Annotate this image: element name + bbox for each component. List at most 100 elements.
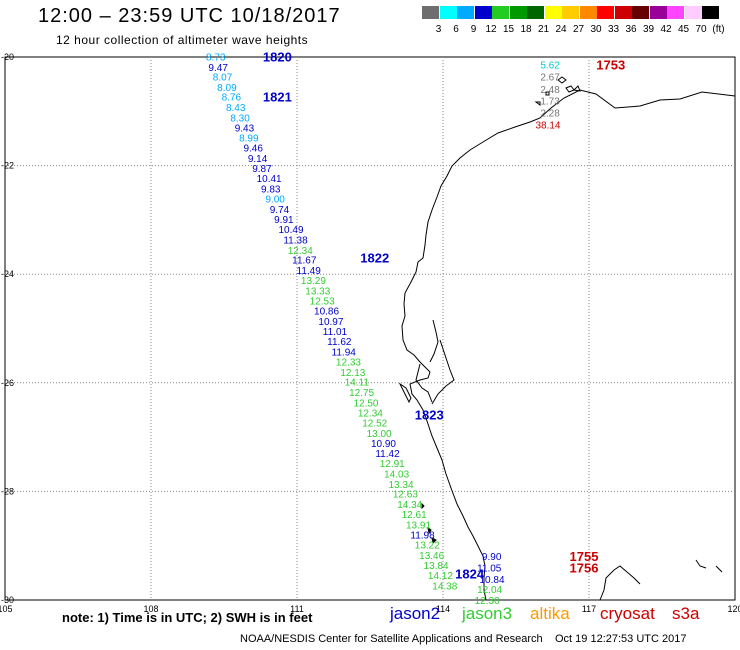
legend-swatch — [614, 6, 632, 19]
longitude-tick-label: 108 — [143, 604, 158, 614]
satellite-cryosat: cryosat — [600, 604, 655, 623]
legend-swatch — [492, 6, 509, 19]
generated-timestamp: Oct 19 12:27:53 UTC 2017 — [555, 633, 687, 645]
wave-height-value: 2.28 — [540, 108, 560, 119]
footer-note: note: 1) Time is in UTC; 2) SWH is in fe… — [62, 610, 313, 625]
wave-height-value: 9.46 — [243, 144, 263, 155]
legend-label: 9 — [470, 24, 477, 35]
wave-height-value: 13.34 — [388, 480, 413, 491]
pass-time-label: 1755 — [570, 549, 599, 564]
longitude-tick-label: 114 — [436, 604, 450, 614]
latitude-tick-label: -22 — [1, 161, 14, 171]
wave-height-value: 10.84 — [480, 575, 505, 586]
latitude-tick-label: -28 — [1, 486, 14, 496]
legend-label: (ft) — [712, 24, 725, 35]
wave-height-value: 8.76 — [222, 93, 242, 104]
wave-height-value: 13.22 — [415, 541, 440, 552]
satellite-jason3: jason3 — [462, 604, 513, 623]
wave-height-value: 8.09 — [217, 83, 237, 94]
legend-label: 39 — [642, 24, 655, 35]
wave-height-labels: 8.739.478.078.098.768.438.309.438.999.46… — [206, 49, 625, 607]
wave-height-value: 13.33 — [305, 286, 330, 297]
legend-label: 36 — [625, 24, 637, 35]
legend-label: 70 — [695, 24, 707, 35]
wave-height-value: 12.63 — [393, 490, 418, 501]
longitude-tick-label: 117 — [582, 604, 596, 614]
map-frame — [4, 56, 736, 601]
wave-height-value: 2.67 — [540, 73, 560, 84]
wave-height-value: 13.29 — [301, 276, 326, 287]
wave-height-value: 12.13 — [340, 368, 365, 379]
wave-height-value: 8.73 — [206, 52, 226, 63]
legend-label: 33 — [607, 24, 620, 35]
latitude-tick-label: -26 — [1, 378, 14, 388]
wave-height-value: 11.49 — [297, 266, 322, 277]
satellite-altika: altika — [530, 604, 570, 623]
map-title: 12:00 – 23:59 UTC 10/18/2017 — [38, 5, 341, 27]
pass-time-label: 1753 — [596, 58, 625, 73]
wave-height-value: 9.90 — [482, 552, 502, 563]
legend-swatch — [702, 6, 719, 19]
longitude-tick-label: 120 — [727, 604, 740, 614]
legend-swatch — [527, 6, 544, 19]
dirk-hartog-island — [398, 382, 412, 404]
wave-height-value: 10.97 — [318, 317, 343, 328]
wave-height-value: 9.43 — [235, 124, 255, 135]
wave-height-value: 9.14 — [248, 154, 268, 165]
legend-swatch — [439, 6, 457, 19]
legend-swatch — [509, 6, 527, 19]
pass-time-label: 1820 — [263, 49, 292, 64]
pass-time-label: 1823 — [415, 407, 444, 422]
wave-height-value: 12.52 — [362, 418, 387, 429]
axis-tick-labels: 105 108 111 114 117 120 -20 -22 -24 -26 -28 -30 — [0, 52, 740, 614]
credit-line: NOAA/NESDIS Center for Satellite Applica… — [240, 633, 543, 645]
longitude-tick-label: 111 — [290, 604, 304, 614]
legend-swatch — [562, 6, 579, 19]
wave-height-value: 14.11 — [345, 378, 370, 389]
legend-label: 3 — [435, 24, 442, 35]
latitude-tick-label: -30 — [1, 595, 14, 605]
pass-time-label: 1824 — [455, 566, 485, 581]
legend-label: 30 — [590, 24, 602, 35]
wave-height-value: 12.61 — [402, 510, 427, 521]
legend-label: 21 — [537, 24, 550, 35]
pass-time-label: 1821 — [263, 90, 292, 105]
south-coast — [599, 559, 723, 601]
wave-height-value: 12.91 — [380, 459, 405, 470]
wave-height-value: 11.62 — [327, 337, 352, 348]
wave-height-value: 14.38 — [432, 581, 457, 592]
legend-swatch — [457, 6, 474, 19]
satellite-s3a: s3a — [672, 604, 700, 623]
legend-swatch — [649, 6, 667, 19]
legend-label: 27 — [572, 24, 585, 35]
pass-time-label: 1822 — [360, 250, 389, 265]
wave-height-value: 12.50 — [353, 398, 378, 409]
wave-height-value: 9.87 — [252, 164, 272, 175]
legend-label: 12 — [485, 24, 497, 35]
wave-height-value: 10.41 — [257, 174, 282, 185]
longitude-tick-label: 105 — [0, 604, 13, 614]
wave-height-value: 9.74 — [270, 205, 290, 216]
wave-height-value: 12.34 — [358, 409, 383, 420]
wave-height-value: 1.73 — [540, 96, 560, 107]
legend-label: 6 — [453, 24, 459, 35]
wave-height-value: 10.90 — [371, 439, 396, 450]
wave-height-value: 10.86 — [314, 307, 339, 318]
latitude-tick-label: -24 — [1, 269, 14, 279]
wave-height-value: 14.03 — [384, 469, 409, 480]
wave-height-value: 12.04 — [477, 585, 502, 596]
wave-height-value: 13.00 — [367, 429, 392, 440]
wave-height-value: 13.91 — [406, 521, 431, 532]
legend-label: 18 — [520, 24, 532, 35]
wave-height-value: 10.49 — [279, 225, 304, 236]
legend-label: 45 — [677, 24, 690, 35]
wave-height-value: 11.94 — [332, 347, 357, 358]
wave-height-value: 8.43 — [226, 103, 246, 114]
wave-height-value: 38.14 — [535, 120, 560, 131]
wave-height-value: 13.84 — [424, 561, 449, 572]
wave-height-value: 11.42 — [375, 449, 400, 460]
wave-height-value: 9.91 — [274, 215, 294, 226]
wave-height-value: 11.67 — [292, 256, 317, 267]
wave-height-value: 12.34 — [288, 246, 313, 257]
